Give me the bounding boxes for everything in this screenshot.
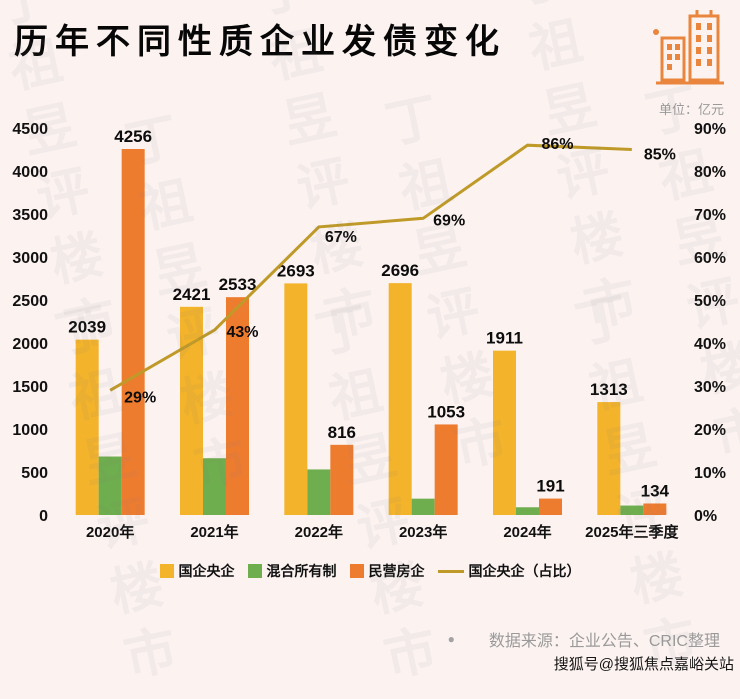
right-axis-label: 50% [694,293,726,310]
ratio-value-label: 29% [124,389,156,406]
left-axis-label: 2500 [12,293,48,310]
bar-2025年三季度-民营房企 [643,503,667,515]
left-axis-label: 4000 [12,164,48,181]
x-axis-label: 2020年 [86,523,134,541]
bar-2022年-民营房企 [330,444,354,515]
bar-2025年三季度-混合所有制 [620,505,644,515]
bar-value-label: 1313 [590,380,628,399]
ratio-line [109,143,632,392]
bar-value-label: 2693 [277,261,315,280]
chart-legend: 国企央企 混合所有制 民营房企 国企央企（占比） [0,561,740,581]
left-axis-label: 1500 [12,379,48,396]
ratio-value-label: 85% [644,147,676,164]
legend-label: 民营房企 [368,563,425,579]
bar-value-label: 1911 [486,329,523,348]
ratio-value-label: 67% [325,229,357,246]
bar-2024年-国企央企 [493,350,516,515]
right-axis-label: 80% [694,164,726,181]
bar-2021年-混合所有制 [203,458,226,515]
bar-2022年-国企央企 [284,283,308,515]
x-axis-label: 2022年 [295,523,343,541]
legend-label: 混合所有制 [266,563,337,579]
bar-2023年-民营房企 [434,424,458,515]
bar-2021年-国企央企 [180,306,203,515]
x-axis-label: 2025年三季度 [585,523,679,541]
bar-2020年-混合所有制 [98,456,122,515]
right-axis-label: 10% [694,465,726,482]
legend-item: 国企央企（占比） [437,561,581,581]
bar-value-label: 4256 [114,127,152,146]
bar-2021年-民营房企 [226,297,249,515]
data-source: ● 数据来源：企业公告、CRIC整理 [448,627,720,651]
bullet-icon: ● [447,632,455,646]
left-axis-label: 2000 [12,336,48,353]
legend-square-swatch [247,564,262,578]
legend-square-swatch [159,564,174,578]
right-axis-label: 90% [694,121,726,138]
bar-value-label: 2696 [381,261,419,280]
icon-small-building [660,36,686,82]
x-axis-label: 2023年 [399,523,447,541]
bond-issuance-chart: 0 500 1000 1500 2000 2500 3000 3500 4000 4500 0% 10… [12,121,726,541]
ratio-value-label: 43% [227,324,259,341]
bar-2025年三季度-国企央企 [597,402,621,515]
left-axis-label: 0 [39,508,48,525]
left-axis-label: 3000 [12,250,48,267]
icon-small-building-windows [667,44,680,70]
legend-item: 混合所有制 [247,561,337,581]
right-axis-label: 60% [694,250,726,267]
source-text: 数据来源：企业公告、CRIC整理 [488,633,720,650]
left-axis-label: 4500 [12,121,48,138]
icon-tall-building [688,14,720,82]
building-icon [653,10,724,85]
left-axis-label: 3500 [12,207,48,224]
left-axis-label: 1000 [12,422,48,439]
unit-label: 单位：亿元 [658,102,724,117]
bar-2022年-混合所有制 [307,469,331,515]
right-axis-label: 30% [694,379,726,396]
icon-tall-building-roof [695,10,713,16]
legend-square-swatch [349,564,364,578]
bar-2024年-混合所有制 [516,507,539,515]
page-title: 历年不同性质企业发债变化 [14,23,506,61]
x-axis-label: 2021年 [190,523,238,541]
bar-2023年-国企央企 [388,283,412,515]
x-axis-label: 2024年 [503,523,551,541]
legend-label: 国企央企（占比） [468,563,581,579]
right-axis-label: 70% [694,207,726,224]
sohu-watermark: 搜狐号@搜狐焦点嘉峪关站 [553,656,734,673]
bar-2020年-国企央企 [75,339,99,515]
icon-dot [653,29,659,35]
right-axis-label: 0% [694,508,717,525]
left-axis-label: 500 [21,465,48,482]
bar-value-label: 134 [641,481,670,500]
legend-line-swatch [437,569,464,573]
icon-tall-building-windows [696,23,712,66]
legend-item: 国企央企 [159,561,235,581]
bar-2024年-民营房企 [539,498,562,515]
bar-value-label: 1053 [427,402,465,421]
bar-2023年-混合所有制 [411,498,435,515]
bar-value-label: 2533 [219,275,257,294]
right-axis-label: 40% [694,336,726,353]
legend-item: 民营房企 [349,561,425,581]
right-axis-label: 20% [694,422,726,439]
bar-value-label: 816 [328,423,356,442]
legend-label: 国企央企 [178,563,235,579]
bar-value-label: 2421 [173,285,211,304]
ratio-value-label: 86% [542,136,574,153]
ratio-value-label: 69% [433,212,465,229]
bar-value-label: 191 [536,477,564,496]
bar-2020年-民营房企 [121,148,145,515]
bar-value-label: 2039 [68,318,106,337]
page: 丁祖昱评楼市 丁祖昱评楼市 丁祖昱评楼市 丁祖昱评楼市 丁祖昱评楼市 丁祖昱评楼市 丁祖昱评… [0,10,740,673]
